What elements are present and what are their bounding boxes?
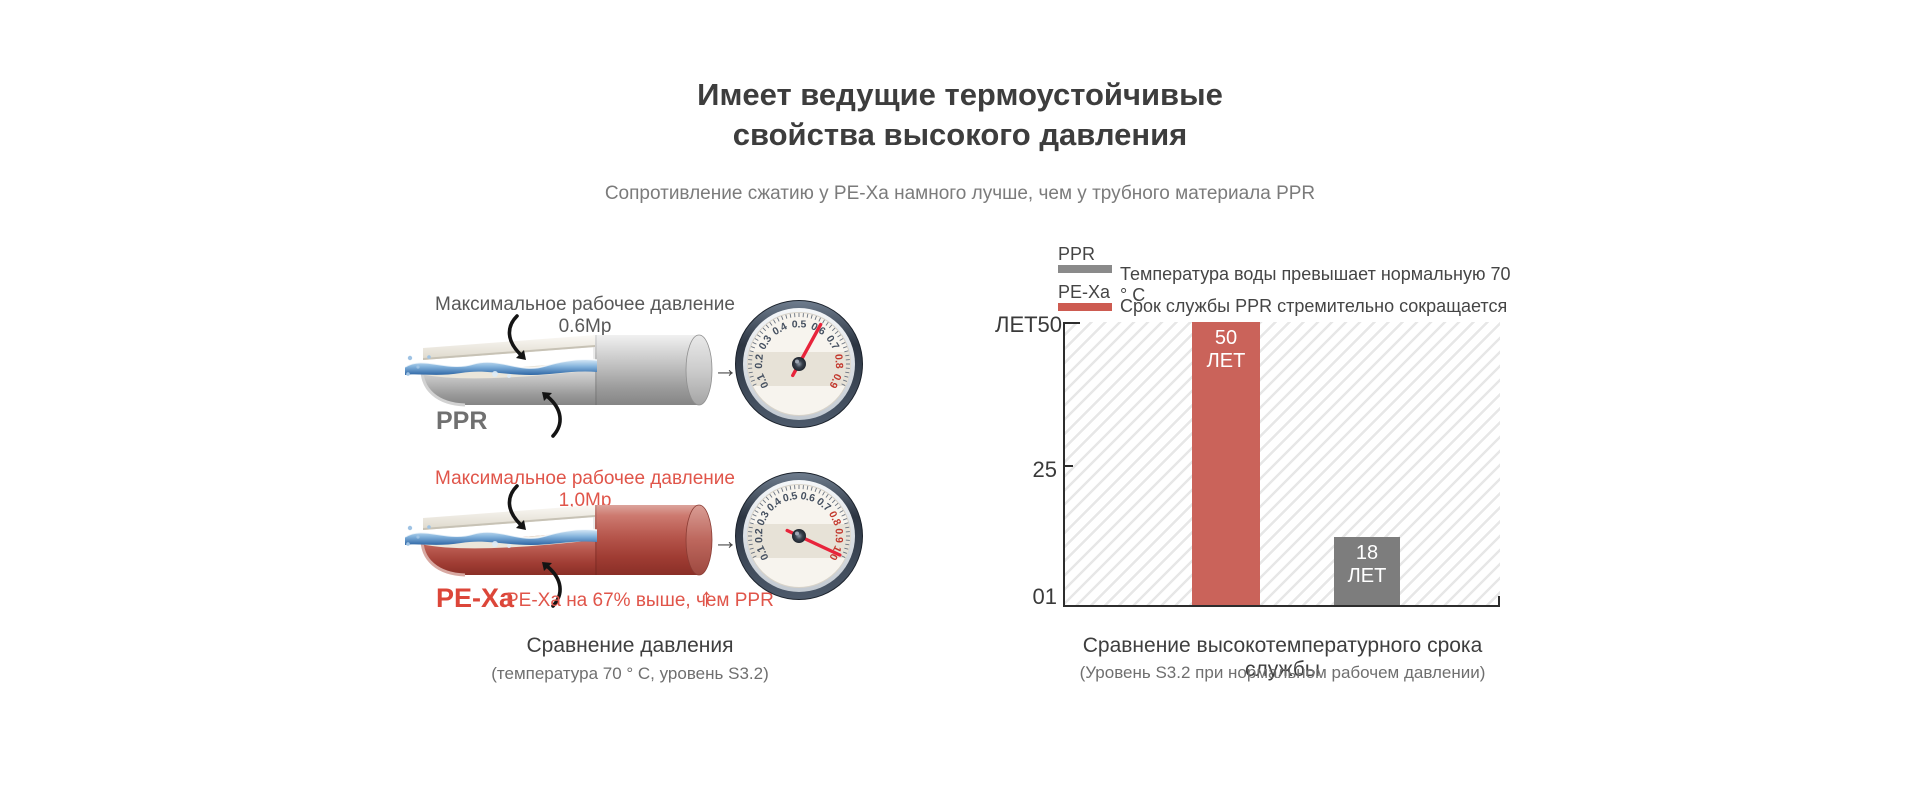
pipe-top-wall-shadow	[423, 345, 595, 360]
water-droplet	[427, 525, 431, 529]
axis-top-stub	[1065, 322, 1080, 324]
lifespan-plot-area: 50 ЛЕТ 18 ЛЕТ	[1063, 322, 1500, 607]
water-bubble	[507, 374, 511, 378]
pressure-comparison-section: Максимальное рабочее давление 0.6Мр →	[400, 285, 880, 700]
pressure-arrow-top-head	[516, 350, 526, 360]
svg-text:0.8: 0.8	[826, 509, 843, 528]
legend-text-ppr: Температура воды превышает нормальную 70…	[1120, 264, 1511, 305]
ppr-pipe-label: PPR	[436, 407, 488, 435]
water-crest	[405, 528, 598, 539]
ytick-0: 01	[1032, 584, 1057, 609]
legend-swatch-ppr	[1058, 265, 1112, 273]
pressure-caption: Сравнение давления	[526, 634, 734, 657]
water-droplet	[407, 525, 413, 531]
svg-text:0.3: 0.3	[755, 509, 772, 528]
svg-text:0.6: 0.6	[799, 490, 816, 505]
pipe-top-wall	[423, 505, 595, 530]
water-droplet	[406, 372, 410, 376]
lifespan-bar-ppr: 18 ЛЕТ	[1334, 537, 1400, 605]
pipe-end-cap	[685, 504, 713, 576]
pipe-body	[595, 505, 712, 575]
svg-text:0.1: 0.1	[754, 371, 771, 389]
page-title-line2: свойства высокого давления	[732, 117, 1188, 152]
pexa-pressure-annotation: Максимальное рабочее давление 1,0Мр	[435, 468, 735, 511]
page-title: Имеет ведущие термоустойчивые свойства в…	[0, 75, 1920, 155]
legend-label-pexa: PE-Xa	[1058, 282, 1111, 302]
pexa-advantage-note: PE-Xa на 67% выше, чем PPR	[506, 590, 774, 611]
water-bubble	[492, 371, 498, 377]
ytick-50-years: ЛЕТ50	[995, 312, 1063, 337]
pressure-caption-sub: (температура 70 ° C, уровень S3.2)	[491, 664, 769, 683]
pexa-pipe-label: PE-Xa	[436, 583, 515, 613]
lifespan-comparison-section: PPR Температура воды превышает нормальну…	[995, 244, 1515, 684]
legend-label-ppr: PPR	[1058, 244, 1096, 264]
pressure-arrow-bottom-head	[542, 562, 552, 571]
pressure-arrow-bottom-head	[542, 392, 552, 401]
water-droplet	[427, 355, 431, 359]
svg-text:0.8: 0.8	[832, 354, 845, 370]
svg-text:0.9: 0.9	[826, 372, 843, 390]
axis-end-stub	[1498, 596, 1500, 605]
svg-text:0.1: 0.1	[754, 543, 771, 561]
lifespan-bar-pe-xa: 50 ЛЕТ	[1192, 322, 1260, 605]
pressure-arrow-top	[507, 314, 522, 356]
ppr-pressure-annotation: Максимальное рабочее давление 0.6Мр	[435, 294, 735, 337]
ytick-25: 25	[1032, 457, 1057, 482]
pipe-to-gauge-arrow: →	[713, 355, 738, 383]
water-crest	[405, 358, 598, 369]
water-flow	[405, 359, 597, 375]
pressure-arrow-top	[507, 484, 522, 526]
pipe-top-wall-shadow	[423, 515, 595, 530]
legend-swatch-pexa	[1058, 303, 1112, 311]
pipe-body	[595, 335, 712, 405]
bar-value-label: 50 ЛЕТ	[1206, 327, 1246, 372]
pipe-top-wall	[423, 335, 595, 360]
pexa-pipe-cutaway-illustration	[405, 484, 713, 608]
ppr-pipe-cutaway-illustration	[405, 314, 713, 438]
water-droplet	[406, 542, 410, 546]
pexa-pressure-gauge: 0.10.20.30.40.50.60.70.80.91.0	[735, 472, 863, 600]
svg-text:0.5: 0.5	[792, 318, 807, 330]
bar-value-label: 18 ЛЕТ	[1347, 542, 1387, 588]
up-arrow-icon: ↑	[700, 582, 713, 612]
water-droplet	[416, 365, 420, 369]
pipe-to-gauge-arrow: →	[713, 527, 738, 555]
pressure-arrow-bottom	[546, 395, 562, 438]
ppr-pressure-gauge: 0.10.20.30.40.50.60.70.80.9	[735, 300, 863, 428]
lifespan-caption: Сравнение высокотемпературного срока слу…	[1082, 634, 1483, 681]
pressure-arrow-top-head	[516, 520, 526, 530]
water-bubble	[507, 544, 511, 548]
page-title-line1: Имеет ведущие термоустойчивые	[697, 77, 1223, 112]
svg-text:0.2: 0.2	[753, 354, 766, 370]
page-subtitle: Сопротивление сжатию у PE-Xa намного луч…	[604, 183, 1316, 204]
svg-text:0.2: 0.2	[753, 528, 765, 543]
water-flow	[405, 529, 597, 545]
pipe-end-cap	[685, 334, 713, 406]
legend-text-pexa: Срок службы PPR стремительно сокращается	[1120, 296, 1508, 316]
pressure-arrow-bottom	[546, 565, 562, 608]
lifespan-caption-sub: (Уровень S3.2 при нормальном рабочем дав…	[1079, 663, 1486, 682]
water-droplet	[416, 535, 420, 539]
svg-text:0.9: 0.9	[833, 528, 845, 543]
water-droplet	[407, 355, 413, 361]
water-bubble	[492, 541, 498, 547]
svg-text:0.5: 0.5	[782, 490, 799, 505]
axis-tick-25	[1065, 465, 1073, 467]
